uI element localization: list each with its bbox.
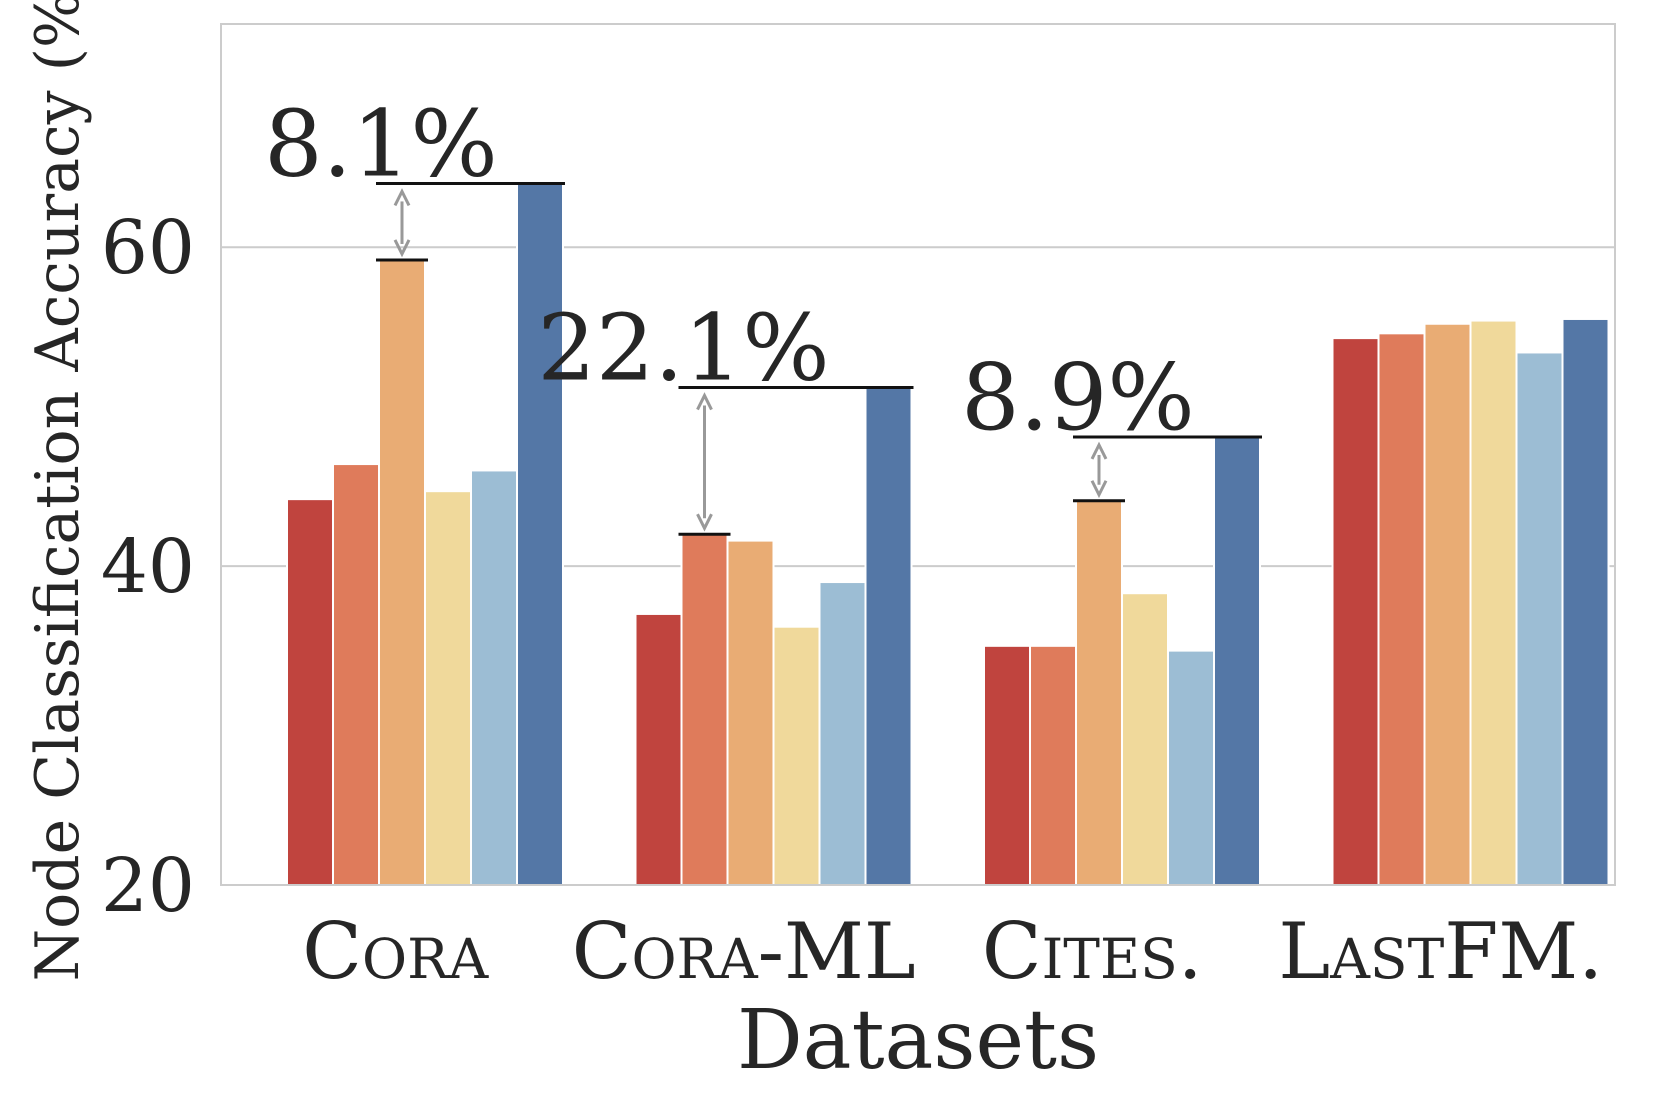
gap-label: 8.1% <box>264 90 498 197</box>
gap-arrow-head-up <box>393 188 411 207</box>
bar-lastfm--series-5 <box>1515 351 1564 886</box>
bar-cites--series-1 <box>983 644 1031 886</box>
bar-cora-ml-series-4 <box>772 625 821 886</box>
gap-label: 8.9% <box>961 344 1195 451</box>
plot-frame <box>220 23 1616 886</box>
bars <box>286 182 1610 887</box>
bar-cora-series-3 <box>378 258 426 886</box>
x-tick-label: Cites. <box>982 907 1203 997</box>
bar-cites--series-4 <box>1121 592 1169 886</box>
bar-cora-ml-series-2 <box>680 533 729 886</box>
bar-cites--series-2 <box>1029 644 1077 886</box>
y-tick-label: 20 <box>101 843 195 929</box>
gap-arrow-head-down <box>393 239 411 258</box>
x-axis-label: Datasets <box>737 993 1099 1088</box>
x-tick-labels: Cora Cora-ML Cites. LastFM. <box>302 907 1603 997</box>
gap-arrow-head-down <box>696 513 713 532</box>
bar-cites--series-3 <box>1075 499 1123 886</box>
bar-cora-ml-series-1 <box>634 612 683 886</box>
gap-annotations: 8.1% 22.1% 8.9% <box>264 90 1262 536</box>
bar-lastfm--series-6 <box>1561 317 1610 886</box>
y-tick-label: 40 <box>101 524 195 610</box>
bar-cora-series-6 <box>516 182 564 886</box>
bar-cites--series-6 <box>1213 435 1261 886</box>
y-axis-label: Node Classification Accuracy (%) <box>23 0 93 981</box>
y-tick-labels: 20 40 60 <box>101 205 195 929</box>
x-tick-label: LastFM. <box>1278 907 1603 997</box>
bar-cora-series-4 <box>424 490 472 886</box>
bar-cora-series-1 <box>286 498 334 886</box>
x-tick-label: Cora-ML <box>572 907 916 997</box>
gap-label: 22.1% <box>537 295 829 402</box>
gap-arrow-head-up <box>696 392 713 411</box>
bar-cora-ml-series-3 <box>726 539 775 886</box>
bar-lastfm--series-3 <box>1423 322 1472 886</box>
bar-cora-series-5 <box>470 469 518 886</box>
bar-lastfm--series-2 <box>1377 332 1426 887</box>
x-tick-label: Cora <box>302 907 489 997</box>
bar-cora-ml-series-5 <box>818 581 867 886</box>
gap-arrow-head-down <box>1090 480 1108 499</box>
gap-arrow-head-up <box>1090 441 1108 460</box>
y-tick-label: 60 <box>101 205 195 291</box>
bar-cora-ml-series-6 <box>864 386 913 886</box>
bar-lastfm--series-4 <box>1469 319 1518 887</box>
bar-cora-series-2 <box>332 463 380 886</box>
bar-cites--series-5 <box>1167 649 1215 886</box>
bar-lastfm--series-1 <box>1331 337 1380 887</box>
